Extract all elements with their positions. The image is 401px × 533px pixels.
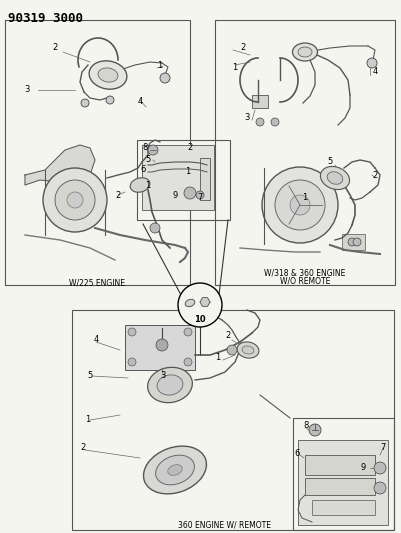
Text: 9: 9 (172, 190, 178, 199)
Circle shape (106, 96, 114, 104)
Circle shape (271, 118, 279, 126)
Circle shape (256, 118, 264, 126)
Bar (252, 95, 268, 108)
Text: 2: 2 (80, 443, 86, 453)
Text: 1: 1 (85, 416, 91, 424)
Circle shape (275, 180, 325, 230)
Text: 6: 6 (294, 449, 300, 458)
Text: 90319 3000: 90319 3000 (8, 12, 83, 25)
Text: 4: 4 (93, 335, 99, 344)
Text: 8: 8 (303, 421, 309, 430)
Ellipse shape (237, 342, 259, 358)
Bar (298, 440, 388, 525)
Text: 1: 1 (232, 62, 238, 71)
Circle shape (374, 462, 386, 474)
Ellipse shape (327, 172, 343, 184)
Ellipse shape (242, 346, 254, 354)
Text: 1: 1 (185, 167, 190, 176)
Circle shape (196, 191, 204, 199)
Ellipse shape (298, 47, 312, 57)
Circle shape (309, 424, 321, 436)
Text: 8: 8 (142, 142, 148, 151)
Text: 3: 3 (24, 85, 30, 94)
Bar (312, 500, 375, 515)
Text: 10: 10 (194, 314, 206, 324)
Ellipse shape (144, 446, 207, 494)
Bar (215, 20, 395, 285)
Ellipse shape (168, 465, 182, 475)
Text: 6: 6 (140, 166, 146, 174)
Bar (72, 310, 394, 530)
Text: 2: 2 (225, 330, 231, 340)
Circle shape (128, 358, 136, 366)
Circle shape (43, 168, 107, 232)
Text: 4: 4 (373, 68, 378, 77)
Text: 5: 5 (87, 370, 93, 379)
Circle shape (150, 223, 160, 233)
Circle shape (348, 238, 356, 246)
Text: 360 ENGINE W/ REMOTE: 360 ENGINE W/ REMOTE (178, 521, 271, 530)
Ellipse shape (320, 166, 350, 190)
Text: 7: 7 (380, 443, 386, 453)
Text: 3: 3 (160, 370, 166, 379)
Bar (137, 140, 230, 220)
Text: 7: 7 (197, 193, 203, 203)
Ellipse shape (157, 375, 183, 395)
Bar (305, 455, 375, 475)
Polygon shape (200, 297, 210, 306)
Text: 2: 2 (240, 43, 246, 52)
Bar (125, 325, 195, 370)
Ellipse shape (98, 68, 118, 82)
Circle shape (55, 180, 95, 220)
Circle shape (227, 345, 237, 355)
Text: 5: 5 (327, 157, 332, 166)
Ellipse shape (156, 455, 194, 485)
Circle shape (148, 145, 158, 155)
Text: 1: 1 (302, 193, 308, 203)
Bar (142, 145, 214, 210)
Circle shape (178, 283, 222, 327)
Polygon shape (25, 145, 95, 185)
Circle shape (262, 167, 338, 243)
Text: 2: 2 (373, 171, 378, 180)
Text: W/O REMOTE: W/O REMOTE (280, 276, 330, 285)
Circle shape (81, 99, 89, 107)
Bar (200, 158, 210, 200)
Circle shape (290, 195, 310, 215)
Bar (5, 20, 190, 285)
Bar (342, 234, 365, 250)
Text: 2: 2 (115, 190, 121, 199)
Text: 3: 3 (244, 114, 250, 123)
Text: W/318 & 360 ENGINE: W/318 & 360 ENGINE (264, 268, 346, 277)
Ellipse shape (130, 178, 150, 192)
Circle shape (156, 339, 168, 351)
Circle shape (160, 73, 170, 83)
Text: 4: 4 (138, 98, 143, 107)
Text: 1: 1 (146, 181, 151, 190)
Text: 2: 2 (53, 43, 58, 52)
Text: 1: 1 (157, 61, 163, 69)
Text: 9: 9 (360, 463, 366, 472)
Ellipse shape (292, 43, 318, 61)
Circle shape (184, 328, 192, 336)
Circle shape (367, 58, 377, 68)
Circle shape (67, 192, 83, 208)
Text: 5: 5 (146, 156, 151, 165)
Circle shape (184, 358, 192, 366)
Ellipse shape (148, 367, 192, 402)
Bar (305, 478, 375, 495)
Bar (293, 418, 394, 530)
Text: 1: 1 (215, 353, 221, 362)
Ellipse shape (185, 300, 195, 306)
Text: W/225 ENGINE: W/225 ENGINE (69, 279, 125, 288)
Circle shape (128, 328, 136, 336)
Text: 2: 2 (187, 142, 192, 151)
Circle shape (374, 482, 386, 494)
Circle shape (184, 187, 196, 199)
Ellipse shape (89, 61, 127, 89)
Circle shape (353, 238, 361, 246)
